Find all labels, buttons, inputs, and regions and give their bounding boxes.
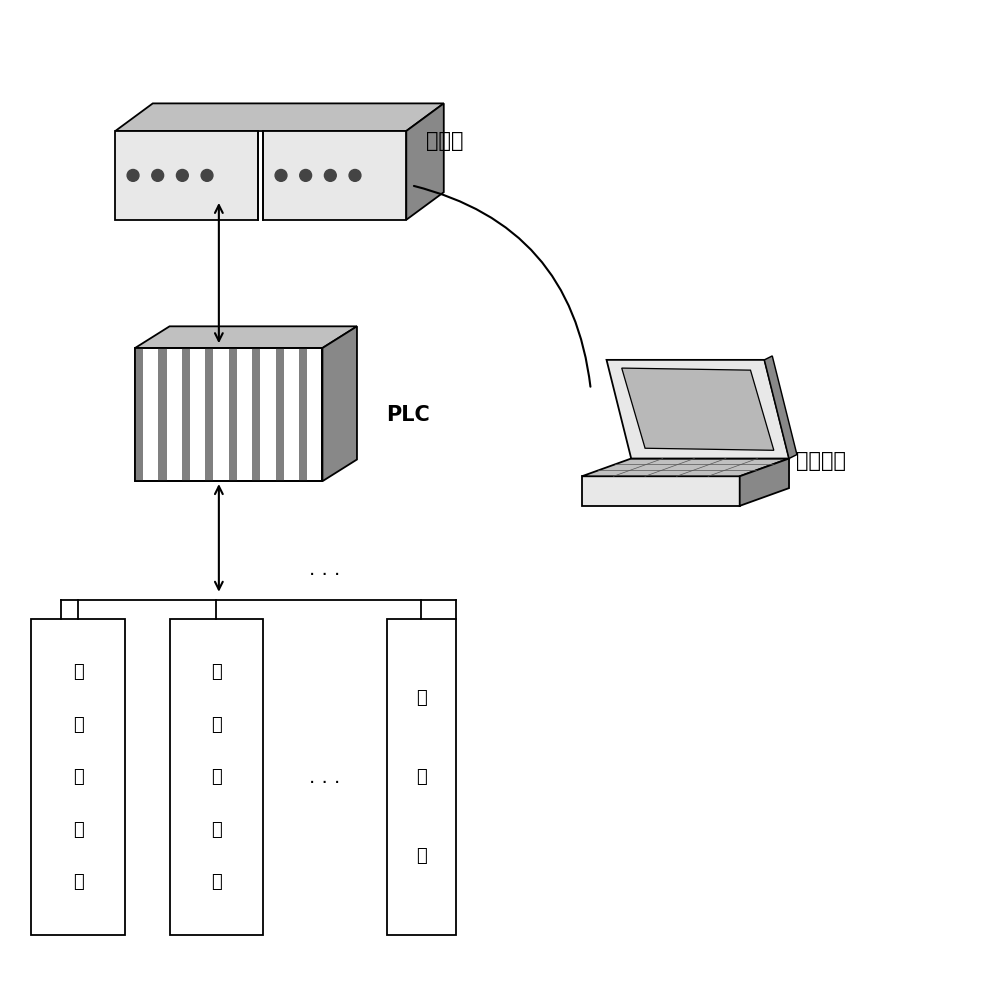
Polygon shape: [622, 368, 774, 450]
Polygon shape: [299, 348, 307, 481]
Bar: [170, 619, 263, 935]
Text: 检测工具: 检测工具: [796, 451, 846, 471]
Polygon shape: [182, 348, 190, 481]
Circle shape: [127, 170, 139, 182]
Polygon shape: [229, 348, 237, 481]
Bar: [31, 619, 125, 935]
Circle shape: [201, 170, 213, 182]
Text: 上位机: 上位机: [426, 131, 464, 151]
Polygon shape: [740, 458, 789, 506]
Polygon shape: [276, 348, 284, 481]
Circle shape: [275, 170, 287, 182]
Text: 动: 动: [73, 715, 84, 733]
Polygon shape: [582, 476, 740, 506]
Text: 器: 器: [211, 873, 222, 892]
Polygon shape: [406, 103, 444, 220]
Circle shape: [349, 170, 361, 182]
Text: 感: 感: [211, 820, 222, 839]
Text: . . .: . . .: [309, 768, 341, 787]
Text: 器: 器: [73, 873, 84, 892]
Text: 传: 传: [73, 768, 84, 786]
Polygon shape: [115, 131, 258, 220]
Circle shape: [176, 170, 188, 182]
Polygon shape: [135, 348, 322, 481]
Polygon shape: [322, 326, 357, 481]
Text: 计: 计: [416, 847, 426, 865]
Polygon shape: [135, 348, 143, 481]
Polygon shape: [158, 348, 167, 481]
Text: . . .: . . .: [309, 560, 341, 579]
Polygon shape: [582, 458, 789, 476]
Bar: [387, 619, 456, 935]
Polygon shape: [135, 326, 357, 348]
Polygon shape: [115, 103, 444, 131]
Circle shape: [324, 170, 336, 182]
Text: 温: 温: [211, 663, 222, 681]
Text: 流: 流: [416, 689, 426, 707]
Polygon shape: [205, 348, 213, 481]
Polygon shape: [764, 356, 797, 458]
Polygon shape: [607, 360, 789, 458]
Text: PLC: PLC: [387, 405, 430, 426]
Polygon shape: [263, 131, 406, 220]
Text: 振: 振: [73, 663, 84, 681]
Circle shape: [300, 170, 312, 182]
Circle shape: [152, 170, 164, 182]
Text: 度: 度: [211, 715, 222, 733]
Text: 感: 感: [73, 820, 84, 839]
Text: 传: 传: [211, 768, 222, 786]
Text: 量: 量: [416, 768, 426, 786]
Polygon shape: [252, 348, 260, 481]
